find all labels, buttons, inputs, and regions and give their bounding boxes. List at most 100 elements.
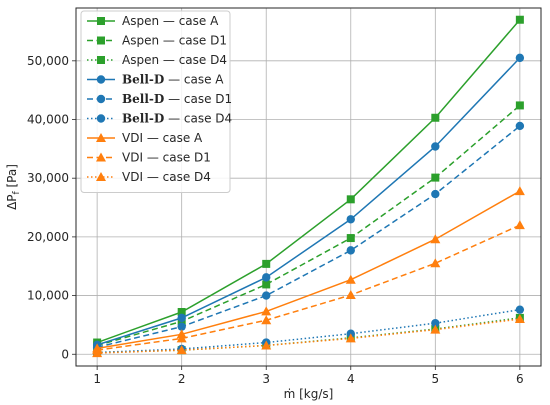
- data-point: [514, 186, 525, 196]
- data-point: [345, 289, 356, 299]
- data-point: [177, 313, 186, 323]
- x-tick-label: 5: [431, 372, 439, 386]
- x-tick-label: 1: [93, 372, 101, 386]
- legend-label-method: VDI: [122, 151, 143, 165]
- data-point: [515, 15, 524, 24]
- series-line: [96, 19, 521, 344]
- legend-marker: [97, 17, 105, 25]
- data-point: [345, 274, 356, 284]
- data-point: [346, 215, 355, 224]
- legend-label: VDI — case D4: [122, 170, 211, 184]
- data-point: [515, 305, 525, 314]
- legend-label: VDI — case D1: [122, 151, 211, 165]
- legend-label-case: — case D4: [159, 53, 227, 67]
- y-tick-label: 10,000: [27, 289, 69, 303]
- legend-marker: [97, 36, 105, 45]
- data-point: [514, 314, 525, 324]
- legend-label-method: Aspen: [122, 53, 159, 67]
- data-point: [431, 142, 440, 151]
- data-point: [431, 189, 440, 199]
- data-point: [430, 234, 441, 244]
- legend-marker: [96, 172, 106, 181]
- data-point: [261, 306, 272, 316]
- x-tick-label: 4: [347, 372, 355, 386]
- legend-marker: [96, 152, 106, 162]
- legend-marker: [96, 114, 106, 123]
- data-point: [177, 322, 186, 331]
- data-point: [430, 324, 441, 334]
- legend-label-case: — case D4: [143, 170, 211, 184]
- series-layer: [92, 15, 525, 358]
- x-tick-label: 6: [516, 372, 524, 386]
- data-point: [346, 234, 355, 243]
- y-tick-label: 20,000: [27, 230, 69, 244]
- series-line: [97, 190, 521, 350]
- legend-marker: [96, 133, 106, 142]
- legend-label-case: — case A: [164, 73, 224, 87]
- data-point: [515, 53, 525, 63]
- legend-label-method: Bell-D: [122, 112, 164, 126]
- data-point: [514, 220, 525, 230]
- legend-box: [80, 10, 231, 193]
- legend-label-case: — case A: [159, 14, 219, 28]
- legend-label: Aspen — case D4: [122, 53, 227, 67]
- ticks: 1 2 3 4 5 6 0 10,000 20,000 30,000 40,000 50,000: [27, 54, 524, 386]
- legend-label-case: — case D1: [143, 151, 211, 165]
- y-tick-label: 0: [61, 347, 69, 361]
- data-point: [515, 121, 525, 131]
- data-point: [92, 348, 103, 358]
- legend-label-method: Aspen: [122, 14, 159, 28]
- data-point: [262, 273, 271, 282]
- data-point: [177, 308, 186, 317]
- series-line: [96, 125, 521, 348]
- legend-label-method: Bell-D: [122, 92, 164, 106]
- series-8: [92, 314, 525, 358]
- legend-label: Bell-D — case D4: [122, 112, 232, 126]
- legend-label-case: — case A: [143, 131, 203, 145]
- data-point: [262, 259, 271, 268]
- legend-marker: [97, 56, 105, 64]
- legend-label: Aspen — case D1: [122, 34, 227, 48]
- legend-label-method: Bell-D: [122, 73, 164, 87]
- y-axis-label: ΔPf [Pa]: [5, 164, 22, 210]
- series-line: [96, 57, 521, 346]
- data-point: [176, 345, 187, 355]
- data-point: [261, 315, 272, 325]
- legend-label: Aspen — case A: [122, 14, 219, 28]
- legend-label-method: Aspen: [122, 34, 159, 48]
- legend-marker: [96, 75, 106, 84]
- legend-label-case: — case D1: [159, 34, 227, 48]
- series-7: [92, 220, 525, 355]
- y-axis-label-unit: [Pa]: [5, 164, 19, 191]
- data-point: [261, 340, 272, 350]
- legend-label-method: VDI: [122, 131, 143, 145]
- series-line: [96, 104, 521, 347]
- y-axis-label-main: ΔP: [5, 194, 19, 209]
- y-tick-label: 30,000: [27, 171, 69, 185]
- data-point: [431, 318, 440, 328]
- series-line: [97, 318, 520, 354]
- series-line: [97, 224, 521, 351]
- data-point: [262, 280, 271, 289]
- legend-label-case: — case D1: [164, 92, 232, 106]
- x-axis-label: ṁ [kg/s]: [284, 387, 334, 401]
- plot-frame: [75, 7, 542, 367]
- legend-label-method: VDI: [122, 170, 143, 184]
- data-point: [346, 195, 355, 204]
- data-point: [430, 258, 441, 268]
- y-axis-label-sub: f: [12, 190, 22, 194]
- series-4: [92, 121, 525, 352]
- data-point: [176, 333, 187, 343]
- legend-marker: [96, 94, 106, 104]
- y-tick-label: 40,000: [27, 113, 69, 127]
- data-point: [345, 333, 356, 343]
- legend-label: VDI — case A: [122, 131, 203, 145]
- data-point: [262, 291, 271, 300]
- data-point: [431, 113, 440, 122]
- data-point: [431, 173, 440, 182]
- series-3: [92, 53, 525, 350]
- legend-label: Bell-D — case A: [122, 73, 224, 87]
- legend-label: Bell-D — case D1: [122, 92, 232, 106]
